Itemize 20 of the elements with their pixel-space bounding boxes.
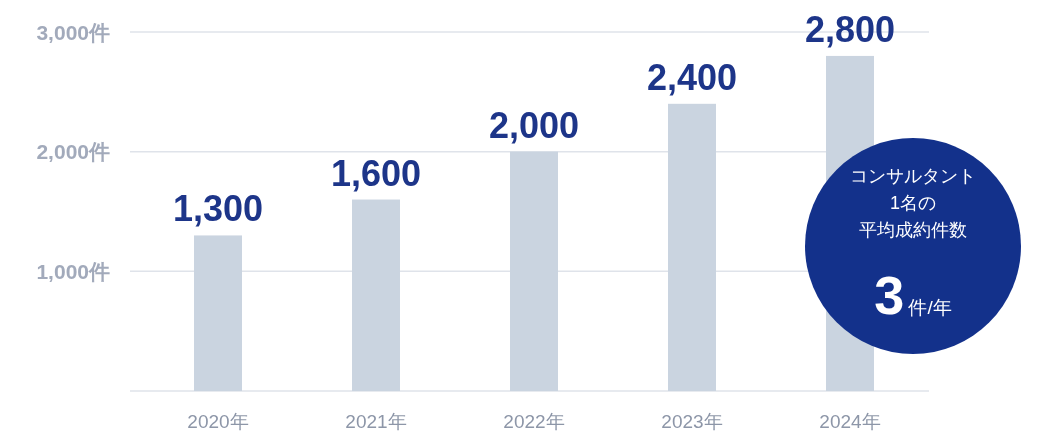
x-tick-label: 2024年 [819,411,881,432]
data-label: 2,000 [488,104,580,146]
x-tick-label: 2021年 [345,411,407,432]
annotation: 平均成約件数 [859,220,967,240]
bar [510,151,558,391]
x-tick-label: 2020年 [187,411,249,432]
x-tick-label: 2022年 [503,411,565,432]
data-label: 1,600 [330,152,422,194]
annotation: コンサルタント [850,166,976,186]
data-label: 2,800 [804,8,896,50]
y-tick-label: 1,000件 [36,259,110,283]
data-label: 1,300 [172,188,264,230]
annotation: 1名の [889,193,937,213]
data-label: 2,400 [646,56,738,98]
x-tick-label: 2023年 [661,411,723,432]
bar [352,199,400,391]
y-tick-label: 3,000件 [36,20,110,44]
bar [668,103,716,391]
y-tick-label: 2,000件 [36,140,110,164]
bar [194,235,242,391]
